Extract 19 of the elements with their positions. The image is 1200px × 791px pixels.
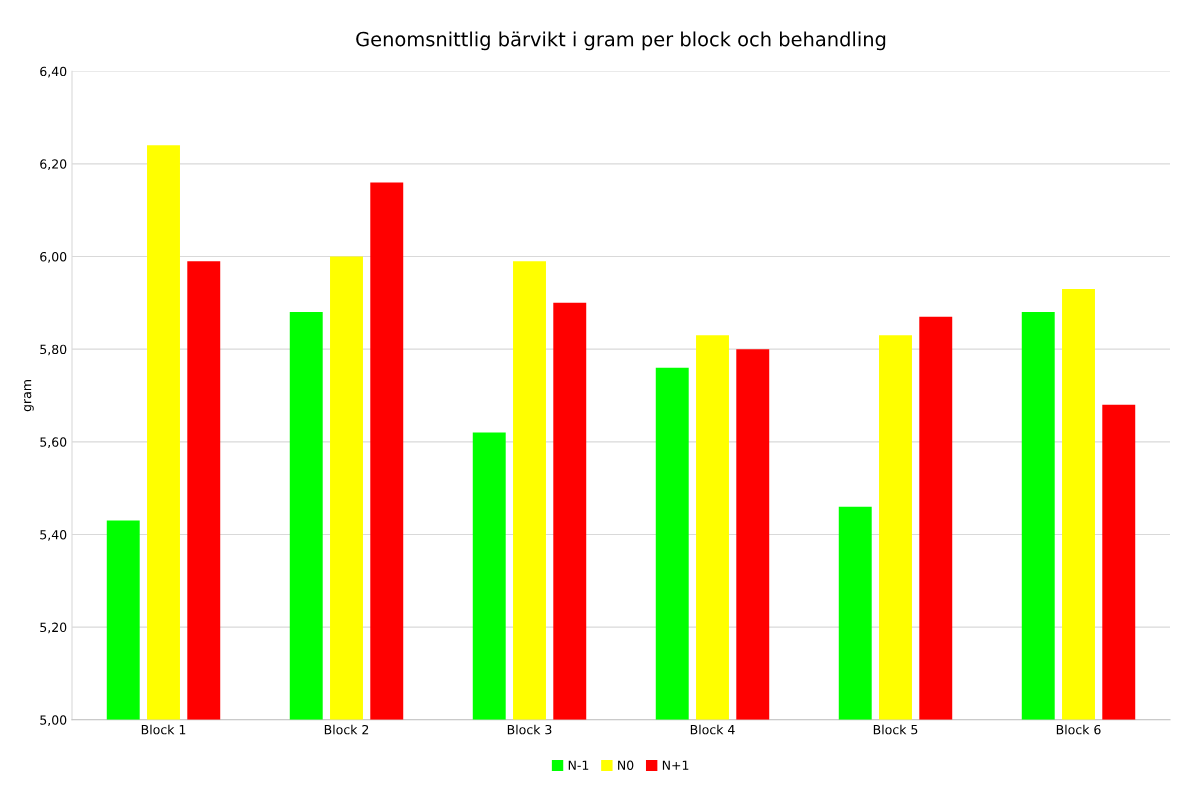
y-tick-label: 5,20 [40,622,67,634]
legend-label: N-1 [568,760,589,770]
chart-title: Genomsnittlig bärvikt i gram per block och behandling [356,31,886,51]
x-tick-label: Block 2 [324,724,369,735]
x-tick-label: Block 1 [141,724,186,735]
x-tick-label: Block 5 [873,724,918,735]
y-tick-label: 5,80 [40,344,67,356]
legend-label: N0 [618,760,634,770]
x-tick-label: Block 4 [690,724,735,735]
y-tick-label: 6,40 [40,66,67,78]
y-tick-label: 5,40 [40,529,67,541]
y-tick-label: 5,60 [40,437,67,449]
x-tick-label: Block 6 [1056,724,1101,735]
y-tick-label: 6,00 [40,251,67,263]
y-tick-label: 6,20 [40,159,67,171]
y-tick-label: 5,00 [40,715,67,727]
x-tick-label: Block 3 [507,724,552,735]
y-axis-title: gram [24,380,34,412]
legend-label: N+1 [662,760,689,770]
